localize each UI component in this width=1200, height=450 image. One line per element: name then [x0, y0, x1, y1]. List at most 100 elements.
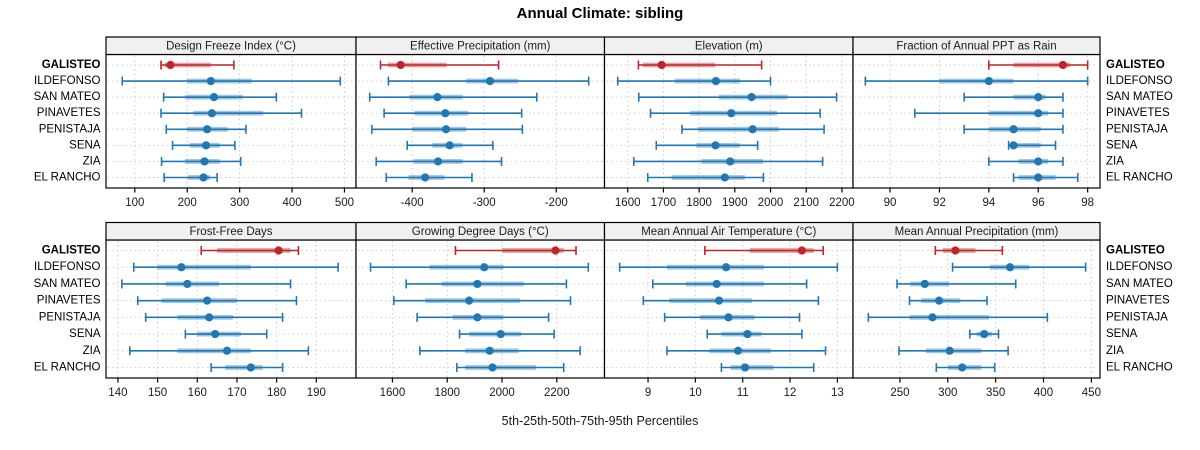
axis-tick-label: 1800 — [434, 387, 460, 399]
series-penistaja — [963, 124, 1064, 134]
station-label-left: GALISTEO — [42, 245, 101, 257]
median-dot — [202, 141, 211, 150]
median-dot — [205, 313, 214, 322]
axis-tick-label: 96 — [1032, 197, 1045, 209]
panel-effective-precipitation-mm: Effective Precipitation (mm) -400 -300 -200 — [355, 36, 606, 209]
median-dot — [747, 93, 756, 102]
strip-header — [852, 221, 1101, 241]
axis-tick-label: 94 — [982, 197, 995, 209]
median-dot — [797, 246, 806, 255]
series-pinavetes — [160, 108, 303, 118]
median-dot — [421, 173, 430, 182]
station-label-right: SAN MATEO — [1106, 278, 1173, 290]
median-dot — [177, 263, 186, 272]
series-el-rancho — [935, 363, 996, 372]
series-zia — [160, 156, 242, 166]
strip-title: Growing Degree Days (°C) — [412, 226, 549, 238]
median-dot — [480, 263, 489, 272]
strip-header — [852, 36, 1101, 56]
strip-title: Fraction of Annual PPT as Rain — [896, 40, 1056, 52]
axis-tick-label: 100 — [125, 197, 144, 209]
iqr-band — [669, 298, 753, 304]
median-dot — [724, 313, 733, 322]
median-dot — [920, 279, 929, 289]
series-penistaja — [416, 312, 550, 322]
median-dot — [200, 157, 209, 166]
median-dot — [433, 93, 442, 102]
median-dot — [727, 109, 736, 118]
station-label-left: GALISTEO — [42, 59, 101, 71]
iqr-band — [671, 175, 745, 180]
iqr-band — [909, 314, 989, 320]
station-label-right: ILDEFONSO — [1106, 261, 1173, 273]
series-zia — [129, 346, 310, 356]
series-pinavetes — [642, 296, 820, 306]
iqr-band — [469, 331, 522, 337]
station-label-left: ILDEFONSO — [34, 75, 101, 87]
iqr-band — [685, 281, 765, 287]
series-sena — [458, 329, 555, 339]
median-dot — [951, 246, 960, 255]
series-san-mateo — [162, 92, 278, 102]
series-san-mateo — [963, 92, 1064, 102]
axis-tick-label: 12 — [784, 387, 797, 399]
median-dot — [496, 329, 505, 339]
station-label-right: EL RANCHO — [1106, 362, 1173, 374]
iqr-band — [939, 78, 1014, 84]
iqr-band — [177, 348, 251, 354]
median-dot — [1009, 141, 1018, 150]
station-label-left: SENA — [69, 328, 101, 340]
axis-tick-label: 450 — [1082, 387, 1101, 399]
series-galisteo — [379, 60, 500, 70]
median-dot — [473, 279, 482, 289]
iqr-band — [412, 126, 467, 132]
series-galisteo — [704, 246, 824, 255]
series-penistaja — [144, 312, 284, 322]
median-dot — [980, 329, 989, 339]
median-dot — [445, 141, 454, 150]
axis-tick-label: -400 — [401, 197, 424, 209]
series-pinavetes — [908, 296, 988, 306]
axis-tick-label: 500 — [335, 197, 354, 209]
median-dot — [246, 363, 255, 372]
iqr-band — [988, 110, 1049, 116]
axis-tick-label: 1600 — [380, 387, 406, 399]
series-penistaja — [165, 124, 247, 134]
series-zia — [988, 156, 1064, 166]
median-dot — [958, 363, 967, 372]
iqr-band — [164, 62, 211, 68]
median-dot — [740, 363, 750, 372]
axis-tick-label: 10 — [689, 387, 702, 399]
median-dot — [203, 296, 212, 305]
strip-title: Frost-Free Days — [189, 226, 272, 238]
series-ildefonso — [121, 76, 342, 86]
series-penistaja — [371, 124, 524, 134]
median-dot — [1005, 263, 1015, 272]
panel-mean-annual-precipitation-mm: Mean Annual Precipitation (mm) 250 300 350 4… — [852, 221, 1101, 399]
iqr-band — [1013, 62, 1071, 68]
iqr-band — [193, 110, 264, 116]
station-label-right: EL RANCHO — [1106, 172, 1173, 184]
series-galisteo — [454, 246, 577, 255]
series-san-mateo — [368, 92, 538, 102]
median-dot — [743, 329, 752, 339]
iqr-band — [161, 298, 237, 304]
station-label-left: PINAVETES — [37, 107, 101, 119]
axis-tick-label: 2200 — [544, 387, 570, 399]
series-penistaja — [681, 124, 825, 134]
axis-tick-label: 300 — [230, 197, 249, 209]
median-dot — [441, 109, 450, 118]
series-el-rancho — [385, 173, 473, 182]
station-label-left: EL RANCHO — [34, 362, 101, 374]
median-dot — [207, 109, 216, 118]
median-dot — [485, 346, 494, 355]
median-dot — [984, 76, 993, 86]
series-galisteo — [988, 60, 1089, 70]
station-label-right: PENISTAJA — [1106, 311, 1168, 323]
station-label-right: GALISTEO — [1106, 245, 1165, 257]
median-dot — [711, 76, 720, 86]
iqr-band — [698, 126, 779, 132]
series-penistaja — [663, 312, 801, 322]
series-pinavetes — [136, 296, 298, 306]
series-zia — [632, 156, 824, 166]
